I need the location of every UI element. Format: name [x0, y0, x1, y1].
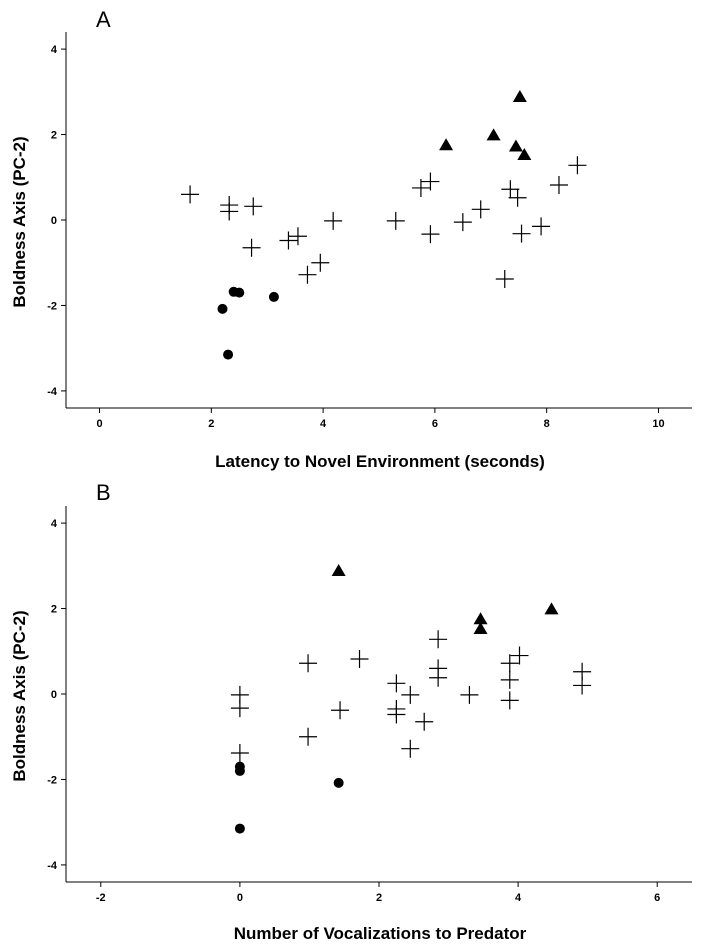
panel-a-y-tick-label: -2: [47, 300, 57, 312]
panel-b-plus-marker: [401, 685, 420, 704]
panel-b-label: B: [96, 480, 111, 505]
panel-a-plus-marker: [244, 197, 263, 216]
panel-b-axes: -2 0 2 4 6 -4 -2 0 2 4: [47, 506, 692, 904]
panel-b-plus-marker: [387, 674, 406, 693]
panel-b-x-tick-label: 2: [376, 892, 382, 904]
panel-b-plus-marker: [510, 646, 529, 665]
panel-a-plus-marker: [532, 217, 551, 236]
panel-b-plus-marker: [299, 727, 318, 746]
panel-b-y-tick-label: 2: [51, 604, 57, 616]
panel-a-plus-marker: [220, 202, 239, 221]
panel-a-y-axis-title: Boldness Axis (PC-2): [10, 136, 29, 307]
panel-a-plus-marker: [324, 211, 343, 230]
panel-a-plus-marker: [471, 200, 490, 219]
panel-a-plus-marker: [495, 269, 514, 288]
panel-a-triangle-marker: [439, 138, 454, 151]
panel-b-y-tick-label: 4: [51, 518, 58, 530]
panel-b-circle-marker: [234, 823, 245, 834]
panel-a-y-tick-label: 2: [51, 130, 57, 142]
panel-a-x-tick-label: 10: [652, 418, 664, 430]
panel-a-plus-marker: [411, 178, 430, 197]
panel-b: B Boldness Axis (PC-2) Number of Vocaliz…: [10, 480, 692, 943]
panel-a-plus-marker: [181, 185, 200, 204]
panel-b-plus-marker: [415, 712, 434, 731]
panel-a-plus-marker: [501, 180, 520, 199]
panel-a-plus-marker: [242, 238, 261, 257]
panel-a-triangle-marker: [508, 139, 523, 152]
panel-a-circle-marker: [234, 287, 245, 298]
panel-b-plus-marker: [500, 691, 519, 710]
panel-b-triangle-marker: [473, 622, 488, 635]
panel-b-plus-marker: [350, 649, 369, 668]
panel-a-x-tick-label: 0: [96, 418, 102, 430]
panel-b-circle-marker: [333, 777, 344, 788]
panel-b-plus-marker: [573, 676, 592, 695]
panel-a-circle-marker: [223, 349, 234, 360]
panel-a-plus-marker: [421, 172, 440, 191]
panel-b-y-tick-label: -2: [47, 774, 57, 786]
panel-a-x-axis-title: Latency to Novel Environment (seconds): [215, 452, 545, 471]
panel-a-markers: [181, 89, 587, 360]
panel-a-y-tick-label: -4: [47, 386, 58, 398]
panel-b-plus-marker: [401, 739, 420, 758]
panel-b-plus-marker: [230, 743, 249, 762]
panel-a-plus-marker: [453, 213, 472, 232]
panel-a-triangle-marker: [517, 148, 532, 161]
panel-a: A Boldness Axis (PC-2) Latency to Novel …: [10, 7, 692, 471]
panel-a-triangle-marker: [512, 89, 527, 102]
panel-b-x-tick-label: -2: [96, 892, 106, 904]
panel-a-plus-marker: [512, 224, 531, 243]
panel-a-x-tick-label: 8: [544, 418, 550, 430]
panel-b-markers: [230, 563, 592, 834]
panel-a-y-tick-label: 0: [51, 215, 57, 227]
panel-a-x-tick-label: 4: [320, 418, 327, 430]
panel-b-plus-marker: [299, 654, 318, 673]
panel-b-triangle-marker: [473, 612, 488, 625]
panel-b-plus-marker: [387, 705, 406, 724]
panel-a-axes: 0 2 4 6 8 10 -4 -2 0 2 4: [47, 32, 692, 430]
panel-b-plus-marker: [429, 630, 448, 649]
panel-a-triangle-marker: [486, 128, 501, 141]
panel-b-plus-marker: [460, 685, 479, 704]
panel-a-y-tick-label: 4: [51, 44, 58, 56]
panel-a-circle-marker: [217, 303, 228, 314]
panel-b-x-axis-title: Number of Vocalizations to Predator: [234, 924, 527, 943]
panel-b-circle-marker: [234, 765, 245, 776]
panel-a-circle-marker: [268, 291, 279, 302]
panel-a-plus-marker: [279, 231, 298, 250]
panel-b-y-axis-title: Boldness Axis (PC-2): [10, 610, 29, 781]
panel-b-plus-marker: [500, 670, 519, 689]
panel-a-plus-marker: [549, 175, 568, 194]
panel-b-triangle-marker: [544, 602, 559, 615]
panel-b-plus-marker: [230, 699, 249, 718]
panel-b-plus-marker: [331, 701, 350, 720]
panel-a-plus-marker: [288, 227, 307, 246]
panel-a-plus-marker: [298, 265, 317, 284]
panel-b-triangle-marker: [331, 563, 346, 576]
panel-b-y-tick-label: -4: [47, 860, 58, 872]
panel-a-x-tick-label: 2: [208, 418, 214, 430]
panel-a-plus-marker: [386, 211, 405, 230]
panel-b-x-tick-label: 4: [515, 892, 522, 904]
panel-a-plus-marker: [311, 253, 330, 272]
panel-b-plus-marker: [500, 654, 519, 673]
panel-b-y-tick-label: 0: [51, 689, 57, 701]
panel-a-plus-marker: [421, 225, 440, 244]
panel-a-x-tick-label: 6: [432, 418, 438, 430]
panel-a-plus-marker: [568, 156, 587, 175]
panel-a-plus-marker: [508, 188, 527, 207]
panel-b-x-tick-label: 0: [237, 892, 243, 904]
panel-b-x-tick-label: 6: [654, 892, 660, 904]
panel-b-plus-marker: [429, 668, 448, 687]
panel-a-label: A: [96, 7, 111, 32]
